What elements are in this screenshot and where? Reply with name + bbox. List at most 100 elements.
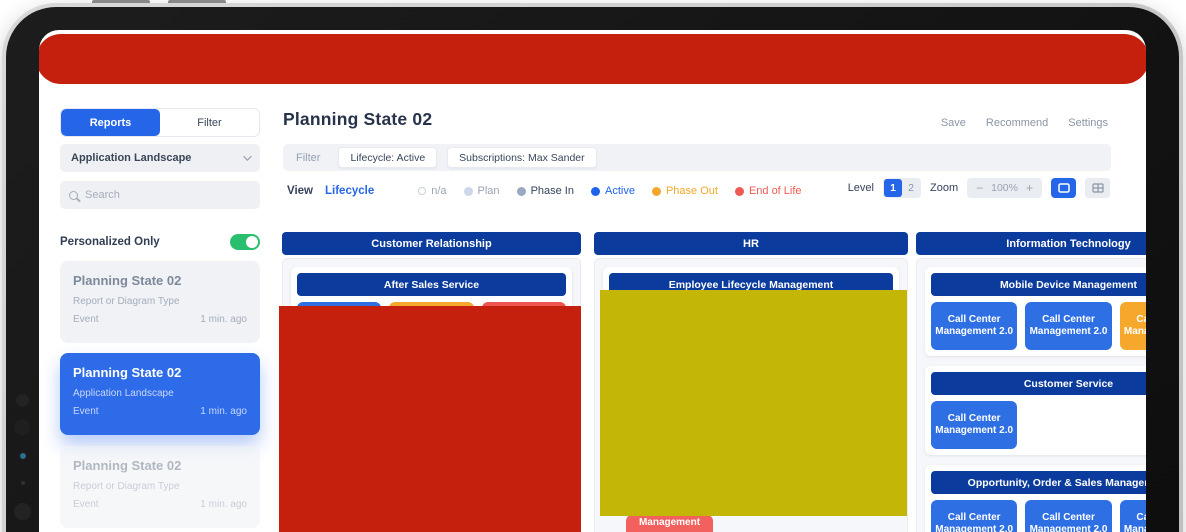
report-meta: Event	[73, 499, 99, 510]
filter-chip-lifecycle[interactable]: Lifecycle: Active	[338, 147, 438, 168]
recommend-button[interactable]: Recommend	[985, 117, 1049, 129]
column-information-technology: Information Technology Mobile Device Man…	[916, 232, 1146, 532]
bezel-microphone-dot	[21, 481, 25, 485]
search-icon	[69, 190, 78, 200]
column-header-customer-relationship[interactable]: Customer Relationship	[282, 232, 581, 255]
zoom-out-button[interactable]: −	[976, 181, 984, 195]
active-status-dot	[590, 186, 600, 196]
section-header-after-sales-service[interactable]: After Sales Service	[297, 273, 566, 296]
report-subtitle: Application Landscape	[73, 388, 174, 399]
card-grid: Call Center Management 2.0 Call Center M…	[931, 500, 1146, 532]
legend-item-active[interactable]: Active	[590, 185, 635, 197]
level-2-button[interactable]: 2	[908, 182, 914, 194]
report-time: 1 min. ago	[200, 314, 247, 325]
page-title: Planning State 02	[283, 109, 433, 129]
report-list-item-selected[interactable]: Planning State 02 Application Landscape …	[60, 353, 260, 435]
redacted-browser-chrome	[39, 34, 1146, 84]
grid-view-icon	[1091, 183, 1104, 193]
card-grid: Call Center Management 2.0 Call Center M…	[931, 302, 1146, 350]
bezel-camera-dot	[16, 394, 29, 407]
tab-reports[interactable]: Reports	[61, 109, 160, 136]
header-actions: Save Recommend Settings	[941, 117, 1108, 129]
phase-in-status-dot	[516, 186, 526, 196]
personalized-only-toggle[interactable]	[230, 234, 260, 250]
section-mobile-device-management: Mobile Device Management Call Center Man…	[925, 267, 1146, 356]
app-card[interactable]: Call Center Management 2.0	[931, 401, 1018, 449]
phase-out-status-dot	[651, 186, 661, 196]
landscape-view-icon	[1057, 183, 1070, 193]
zoom-value: 100%	[991, 182, 1018, 194]
save-button[interactable]: Save	[940, 117, 966, 129]
level-switcher: 1 2	[882, 178, 921, 198]
report-meta: Event	[73, 406, 99, 417]
report-list-item[interactable]: Planning State 02 Report or Diagram Type…	[60, 446, 260, 528]
filter-chip-subscriptions[interactable]: Subscriptions: Max Sander	[447, 147, 597, 168]
legend-label: n/a	[431, 185, 447, 197]
legend-label: Phase In	[530, 185, 574, 197]
na-status-dot	[418, 187, 427, 195]
lifecycle-legend: n/a Plan Phase In Active Phase Out	[418, 185, 802, 197]
report-subtitle: Report or Diagram Type	[73, 296, 180, 307]
bezel-indicator-light	[20, 453, 26, 459]
legend-label: Phase Out	[665, 185, 718, 197]
app-card[interactable]: Call Center Management 2.0	[1119, 500, 1146, 532]
app-card[interactable]: Call Center Management 2.0	[931, 302, 1018, 350]
column-body: Mobile Device Management Call Center Man…	[916, 258, 1146, 532]
zoom-label: Zoom	[929, 182, 959, 194]
redaction-overlay-red	[279, 306, 581, 532]
grid-view-button[interactable]	[1085, 178, 1110, 198]
sidebar-tabs: Reports Filter	[60, 108, 260, 137]
tab-filter[interactable]: Filter	[197, 116, 222, 129]
report-title: Planning State 02	[73, 365, 182, 380]
report-title: Planning State 02	[73, 458, 182, 473]
legend-label: Active	[604, 185, 635, 197]
section-header-opportunity-order-sales[interactable]: Opportunity, Order & Sales Management	[931, 471, 1146, 494]
zoom-in-button[interactable]: +	[1025, 181, 1033, 195]
plan-status-dot	[463, 186, 473, 196]
app-card[interactable]: Call Center Management 2.0	[931, 500, 1018, 532]
personalized-only-row: Personalized Only	[60, 233, 260, 251]
column-header-hr[interactable]: HR	[594, 232, 908, 255]
settings-button[interactable]: Settings	[1068, 117, 1108, 129]
search-box[interactable]	[60, 181, 260, 209]
view-label: View	[287, 185, 313, 197]
device-screen: Reports Filter Application Landscape Per…	[39, 30, 1146, 532]
view-controls: Level 1 2 Zoom − 100% +	[848, 178, 1110, 198]
zoom-control: − 100% +	[967, 178, 1042, 198]
filter-bar: Filter Lifecycle: Active Subscriptions: …	[283, 144, 1111, 171]
app-card-partial[interactable]: Management	[626, 515, 713, 532]
landscape-view-button[interactable]	[1051, 178, 1076, 198]
legend-item-phase-in[interactable]: Phase In	[516, 185, 574, 197]
search-input[interactable]	[85, 189, 235, 201]
report-type-dropdown[interactable]: Application Landscape	[60, 144, 260, 172]
filter-label: Filter	[296, 151, 321, 164]
redaction-overlay-yellow	[600, 290, 907, 516]
report-title: Planning State 02	[73, 273, 182, 288]
report-time: 1 min. ago	[200, 406, 247, 417]
section-header-customer-service[interactable]: Customer Service	[931, 372, 1146, 395]
report-subtitle: Report or Diagram Type	[73, 481, 180, 492]
report-type-dropdown-value: Application Landscape	[71, 152, 192, 164]
device-frame: Reports Filter Application Landscape Per…	[2, 3, 1183, 532]
column-header-information-technology[interactable]: Information Technology	[916, 232, 1146, 255]
legend-label: End of Life	[748, 185, 802, 197]
chevron-down-icon	[243, 152, 252, 161]
legend-item-phase-out[interactable]: Phase Out	[651, 185, 718, 197]
section-opportunity-order-sales: Opportunity, Order & Sales Management Ca…	[925, 465, 1146, 532]
report-time: 1 min. ago	[200, 499, 247, 510]
section-header-mobile-device-management[interactable]: Mobile Device Management	[931, 273, 1146, 296]
card-grid: Call Center Management 2.0	[931, 401, 1146, 449]
view-selector[interactable]: Lifecycle	[325, 185, 375, 197]
legend-item-end-of-life[interactable]: End of Life	[734, 185, 802, 197]
report-list-item[interactable]: Planning State 02 Report or Diagram Type…	[60, 261, 260, 343]
level-1-button[interactable]: 1	[883, 179, 902, 197]
legend-item-plan[interactable]: Plan	[463, 185, 500, 197]
report-meta: Event	[73, 314, 99, 325]
app-card[interactable]: Call Center Management 2.0	[1119, 302, 1146, 350]
personalized-only-label: Personalized Only	[60, 236, 160, 248]
app-card[interactable]: Call Center Management 2.0	[1025, 302, 1112, 350]
view-bar: View Lifecycle n/a Plan Phase In Active	[287, 182, 802, 200]
legend-item-na[interactable]: n/a	[418, 185, 447, 197]
app-card[interactable]: Call Center Management 2.0	[1025, 500, 1112, 532]
section-customer-service: Customer Service Call Center Management …	[925, 366, 1146, 455]
